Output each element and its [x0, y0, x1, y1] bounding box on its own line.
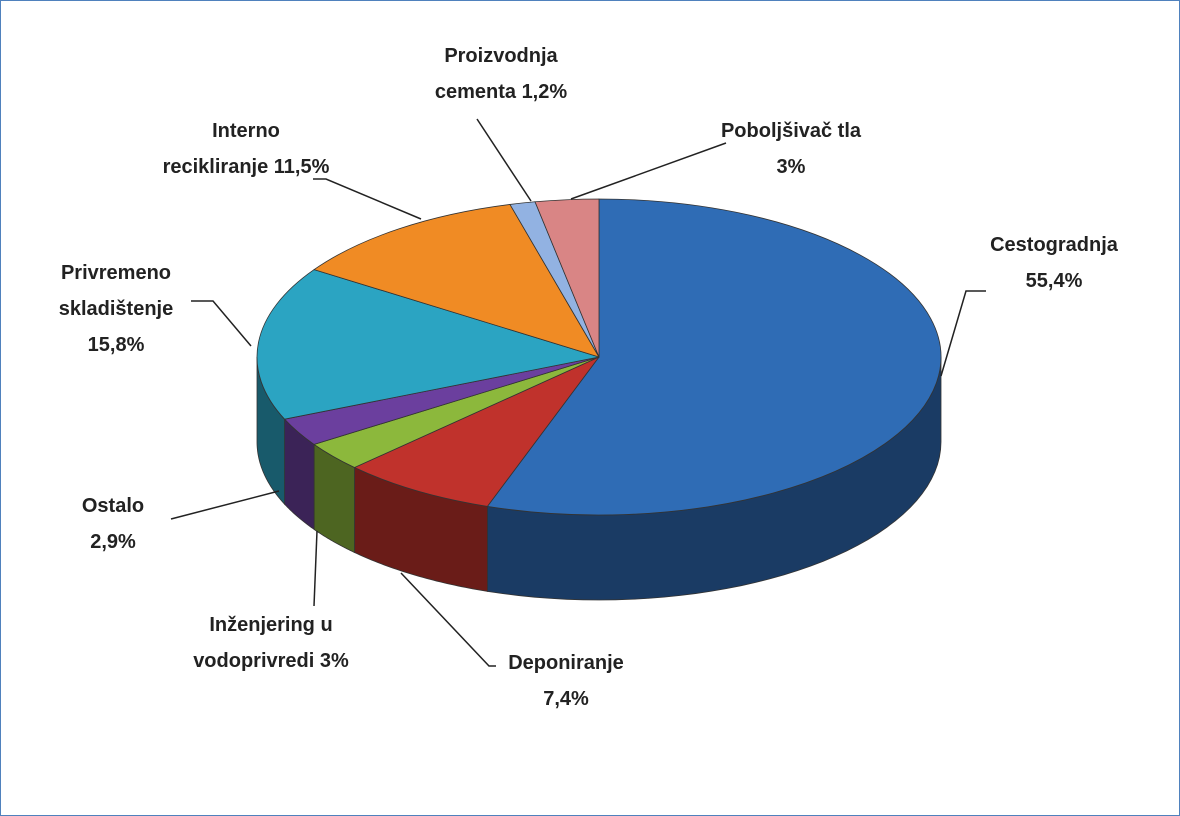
slice-label: Interno recikliranje 11,5% — [161, 113, 331, 185]
value-label: 3% — [319, 650, 349, 672]
value-label: 15,8% — [87, 334, 145, 356]
slice-label: Ostalo 2,9% — [63, 488, 163, 560]
leader-line — [476, 118, 532, 202]
slice-label: Cestogradnja 55,4% — [969, 227, 1139, 299]
category-name: Interno recikliranje — [162, 120, 280, 178]
category-name: Deponiranje — [508, 652, 624, 674]
value-label: 7,4% — [543, 688, 589, 710]
leader-line — [400, 572, 496, 667]
leader-line — [940, 290, 986, 377]
pie-slice — [313, 204, 600, 358]
value-label: 2,9% — [90, 531, 136, 553]
slice-label: Proizvodnja cementa 1,2% — [401, 38, 601, 110]
leader-line — [570, 142, 727, 200]
leader-line — [313, 530, 318, 607]
value-label: 3% — [776, 156, 806, 178]
value-label: 11,5% — [273, 156, 330, 178]
slice-label: Deponiranje 7,4% — [486, 645, 646, 717]
category-name: Inženjering u vodoprivredi — [193, 614, 333, 672]
value-label: 55,4% — [1025, 270, 1083, 292]
pie-slice — [256, 269, 600, 420]
category-name: Privremeno skladištenje — [58, 262, 174, 320]
pie-slice — [486, 198, 942, 516]
category-name: Poboljšivač tla — [720, 120, 862, 142]
category-name: Cestogradnja — [990, 234, 1118, 256]
slice-label: Inženjering u vodoprivredi 3% — [181, 607, 361, 679]
slice-label: Privremeno skladištenje 15,8% — [41, 255, 191, 363]
category-name: Proizvodnja cementa — [434, 45, 558, 103]
value-label: 1,2% — [521, 81, 568, 103]
pie-slice — [534, 198, 600, 358]
leader-line — [170, 490, 280, 520]
slice-label: Poboljšivač tla 3% — [716, 113, 866, 185]
leader-line — [313, 178, 422, 220]
pie-slice — [353, 356, 600, 507]
category-name: Ostalo — [81, 495, 145, 517]
leader-line — [191, 300, 252, 347]
